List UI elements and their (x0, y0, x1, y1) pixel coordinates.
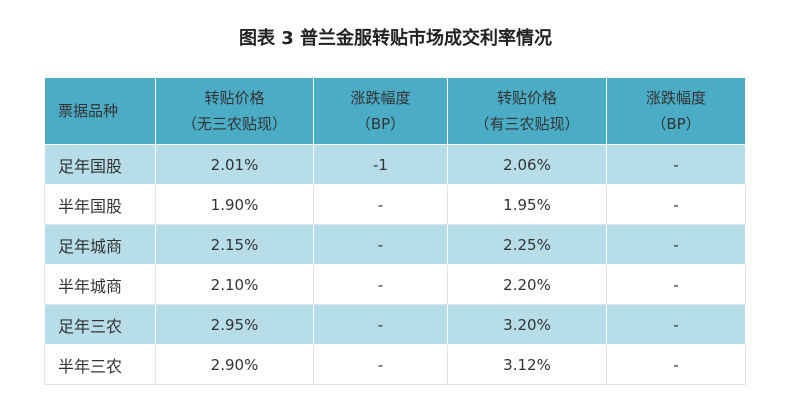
cell: - (606, 264, 746, 305)
cell: 2.90% (155, 344, 314, 385)
table-row: 足年城商 2.15% -2.25% - (44, 224, 746, 265)
row-label: 足年城商 (44, 224, 156, 265)
cell: - (313, 224, 448, 265)
header-line: 票据品种 (58, 102, 119, 120)
header-line: （BP） (651, 115, 701, 133)
header-cell: 转贴价格 （有三农贴现） (447, 77, 607, 145)
row-label: 半年国股 (44, 184, 156, 225)
cell: 2.10% (155, 264, 314, 305)
cell: 2.01% (155, 144, 314, 185)
cell: - (313, 264, 448, 305)
table-row: 半年三农 2.90% -3.12% - (44, 344, 746, 385)
rate-table: 票据品种 转贴价格 （无三农贴现） 涨跌幅度 （BP） 转贴价格 （有三农贴现） 涨跌幅度 （B… (44, 77, 746, 385)
cell: 2.95% (155, 304, 314, 345)
cell: - (606, 144, 746, 185)
cell: 3.12% (447, 344, 607, 385)
cell: -1 (313, 144, 448, 185)
row-label: 半年三农 (44, 344, 156, 385)
cell: - (313, 184, 448, 225)
header-line: 涨跌幅度 (350, 89, 411, 107)
cell: - (313, 304, 448, 345)
row-label: 半年城商 (44, 264, 156, 305)
cell: 2.25% (447, 224, 607, 265)
cell: - (313, 344, 448, 385)
title: 图表 3 普兰金服转贴市场成交利率情况 (238, 28, 553, 49)
header-line: （无三农贴现） (181, 115, 287, 133)
header-cell: 涨跌幅度 （BP） (606, 77, 746, 145)
header-cell: 票据品种 (44, 77, 156, 145)
cell: 1.90% (155, 184, 314, 225)
cell: 2.06% (447, 144, 607, 185)
cell: 3.20% (447, 304, 607, 345)
header-cell: 转贴价格 （无三农贴现） (155, 77, 314, 145)
header-line: 涨跌幅度 (645, 89, 706, 107)
cell: - (606, 184, 746, 225)
cell: 1.95% (447, 184, 607, 225)
row-label: 足年国股 (44, 144, 156, 185)
table-row: 半年国股 1.90% -1.95% - (44, 184, 746, 225)
header-line: 转贴价格 (496, 89, 557, 107)
cell: - (606, 344, 746, 385)
row-label: 足年三农 (44, 304, 156, 345)
table-row: 半年城商 2.10% -2.20% - (44, 264, 746, 305)
cell: 2.15% (155, 224, 314, 265)
header-line: （有三农贴现） (474, 115, 580, 133)
table-row: 足年国股 2.01% -1 2.06% - (44, 144, 746, 185)
header-row: 票据品种 转贴价格 （无三农贴现） 涨跌幅度 （BP） 转贴价格 （有三农贴现） 涨跌幅度 （B… (44, 77, 746, 145)
header-line: （BP） (355, 115, 406, 133)
cell: - (606, 304, 746, 345)
cell: 2.20% (447, 264, 607, 305)
table-row: 足年三农 2.95% -3.20% - (44, 304, 746, 345)
header-cell: 涨跌幅度 （BP） (313, 77, 448, 145)
header-line: 转贴价格 (204, 89, 265, 107)
cell: - (606, 224, 746, 265)
